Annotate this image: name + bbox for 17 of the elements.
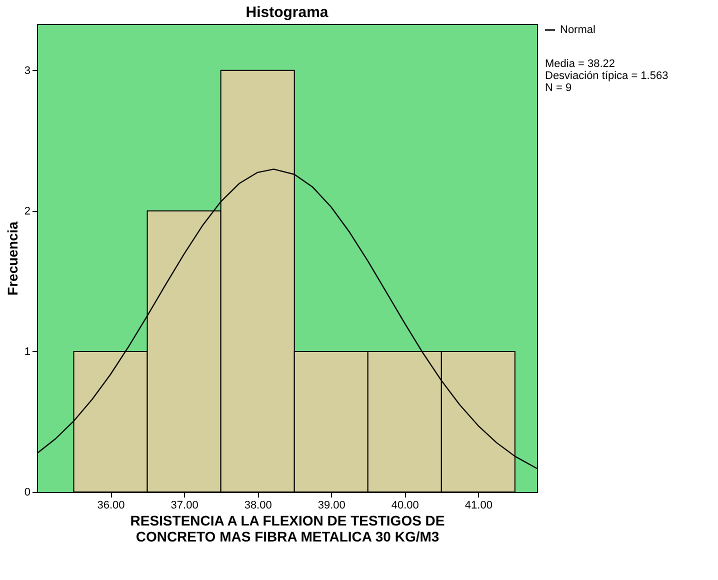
y-tick-label: 2: [24, 205, 30, 218]
x-tick-label: 38.00: [244, 500, 272, 512]
y-tick-label: 1: [24, 346, 30, 358]
x-tick-label: 36.00: [97, 500, 125, 512]
x-axis-title: RESISTENCIA A LA FLEXION DE TESTIGOS DE CONCRETO MAS FIBRA METALICA 30 KG/M3: [130, 512, 445, 544]
y-tick-label: 3: [24, 64, 30, 77]
y-tick-label: 0: [24, 486, 30, 498]
text: N = 9: [545, 82, 572, 94]
text: Media = 38.22: [545, 58, 616, 70]
text: Desviación típica = 1.563: [545, 70, 668, 82]
y-axis-title: Frecuencia: [4, 221, 20, 296]
x-tick-label: 39.00: [318, 500, 346, 512]
x-tick-label: 41.00: [464, 500, 492, 512]
x-tick-label: 40.00: [391, 500, 419, 512]
x-tick-label: 37.00: [170, 500, 198, 512]
legend-label: Normal: [560, 24, 596, 36]
chart-title: Histograma: [246, 4, 329, 21]
